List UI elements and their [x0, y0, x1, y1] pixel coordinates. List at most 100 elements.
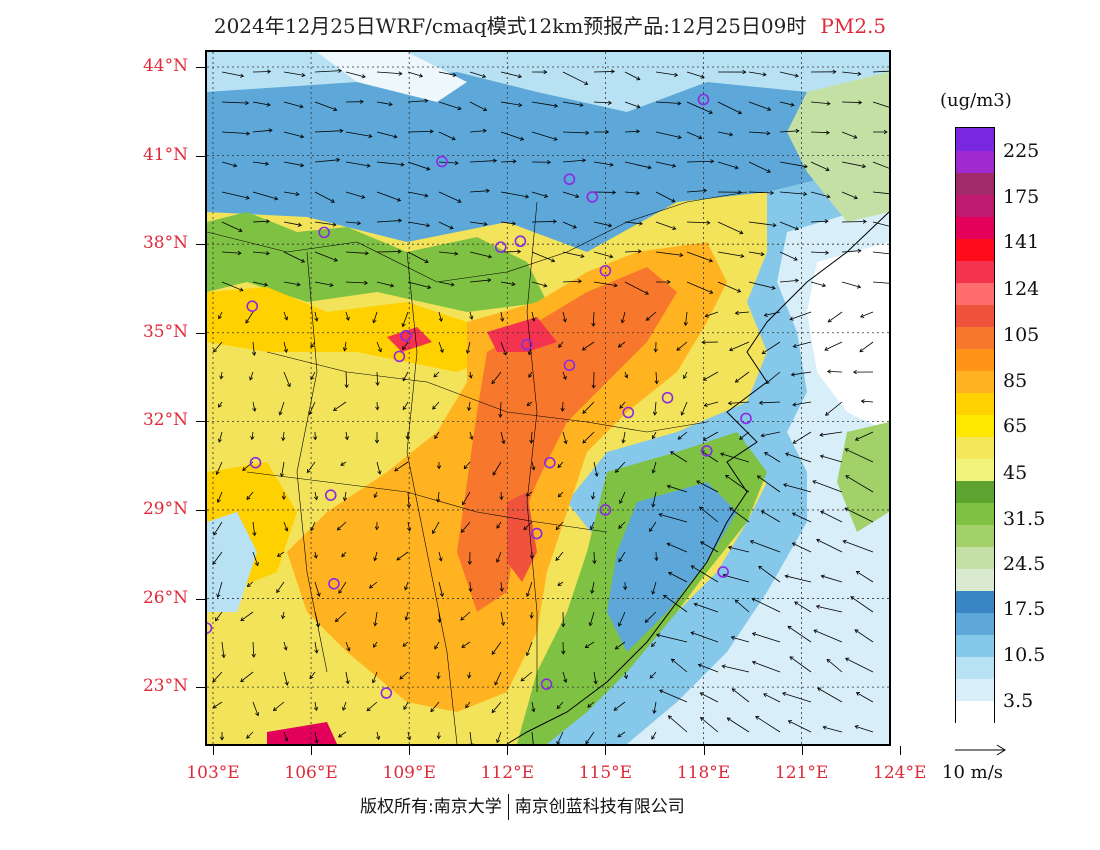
wind-arrow: [373, 311, 378, 323]
wind-arrow: [685, 311, 688, 326]
wind-arrow: [615, 641, 626, 650]
wind-arrow-head: [771, 285, 776, 290]
wind-arrow-head: [739, 435, 744, 440]
wind-arrow-head: [736, 288, 742, 293]
wind-arrow-head: [620, 319, 625, 324]
wind-arrow-head: [644, 618, 649, 623]
wind-arrow: [590, 521, 595, 530]
wind-arrow: [500, 191, 529, 198]
wind-arrow-head: [531, 708, 536, 713]
wind-arrow: [240, 611, 254, 621]
wind-arrow: [406, 431, 409, 440]
wind-arrow-head: [500, 621, 506, 627]
wind-arrow: [526, 641, 533, 656]
wind-arrow: [841, 101, 862, 103]
wind-arrow-head: [254, 562, 259, 567]
wind-arrow: [215, 611, 223, 621]
wind-arrow: [872, 101, 889, 108]
wind-arrow: [676, 341, 688, 351]
wind-arrow: [374, 611, 378, 626]
wind-arrow-head: [491, 380, 496, 385]
wind-arrow: [593, 101, 612, 104]
lon-label: 103°E: [186, 763, 240, 783]
wind-arrow-head: [608, 223, 613, 228]
wind-arrow-head: [438, 317, 443, 322]
wind-arrow: [841, 71, 861, 75]
wind-arrow-head: [784, 452, 790, 457]
wind-arrow-head: [543, 193, 549, 198]
lon-label: 109°E: [382, 763, 436, 783]
wind-arrow: [273, 701, 285, 711]
wind-arrow-head: [725, 474, 730, 479]
wind-arrow: [861, 400, 874, 403]
wind-arrow-head: [394, 467, 399, 472]
wind-arrow: [735, 311, 750, 314]
wind-arrow-head: [825, 167, 830, 172]
wind-arrow: [252, 71, 271, 73]
wind-arrow-head: [396, 556, 401, 561]
wind-arrow-head: [862, 219, 867, 224]
wind-arrow: [282, 431, 285, 441]
wind-arrow: [531, 131, 558, 141]
wind-arrow-head: [751, 660, 757, 665]
wind-arrow: [824, 341, 843, 351]
wind-arrow-head: [284, 737, 289, 742]
wind-arrow: [618, 521, 626, 529]
wind-arrow-head: [731, 688, 736, 693]
wind-arrow-head: [284, 681, 289, 686]
wind-arrow-head: [762, 72, 767, 77]
wind-arrow-head: [702, 437, 707, 441]
wind-arrow: [491, 641, 502, 655]
coastline: [506, 211, 889, 744]
wind-arrow-head: [284, 527, 289, 532]
wind-arrow: [462, 491, 471, 505]
wind-arrow: [582, 341, 595, 351]
northwest-green-field: [207, 212, 547, 312]
wind-arrow-head: [338, 733, 343, 738]
wind-arrow: [593, 551, 595, 564]
pm25-forecast-map[interactable]: [205, 50, 891, 746]
wind-arrow: [789, 656, 812, 673]
wind-arrow: [654, 401, 657, 416]
wind-arrow: [562, 191, 579, 198]
wind-arrow: [314, 130, 343, 133]
wind-arrow-head: [784, 574, 789, 579]
wind-arrow-head: [855, 571, 860, 575]
wind-arrow: [531, 311, 535, 322]
wind-arrow-head: [561, 650, 566, 655]
wind-arrow: [500, 611, 504, 626]
wind-arrow: [530, 431, 533, 444]
wind-arrow-head: [557, 582, 562, 586]
wind-arrow-head: [610, 69, 615, 74]
wind-arrow: [345, 191, 365, 198]
wind-arrow: [686, 281, 713, 294]
wind-arrow: [872, 70, 889, 73]
wind-arrow-head: [295, 191, 300, 197]
wind-arrow: [652, 431, 657, 439]
wind-arrow: [825, 401, 843, 416]
wind-arrow: [649, 671, 657, 679]
wind-arrow: [407, 71, 423, 77]
wind-arrow-head: [679, 252, 684, 258]
wind-arrow: [279, 401, 285, 416]
wind-arrow-head: [861, 164, 867, 169]
wind-arrow-head: [527, 351, 532, 356]
wind-arrow-head: [267, 69, 272, 74]
wind-arrow-head: [683, 321, 688, 327]
wind-arrow-head: [239, 287, 244, 292]
wind-arrow: [530, 611, 533, 619]
wind-arrow: [314, 159, 340, 163]
wind-arrow-head: [283, 646, 288, 651]
legend-swatch: [956, 304, 994, 327]
wind-arrow-head: [550, 258, 556, 263]
wind-arrow: [314, 491, 318, 500]
wind-arrow-head: [452, 72, 457, 77]
wind-arrow-head: [449, 225, 454, 230]
wind-arrow-head: [430, 708, 435, 713]
wind-arrow: [252, 129, 272, 133]
boundary-line: [406, 251, 458, 744]
station-marker: [249, 456, 262, 469]
wind-arrow: [461, 641, 471, 648]
wind-arrow-head: [336, 157, 341, 163]
wind-arrow: [314, 281, 334, 286]
